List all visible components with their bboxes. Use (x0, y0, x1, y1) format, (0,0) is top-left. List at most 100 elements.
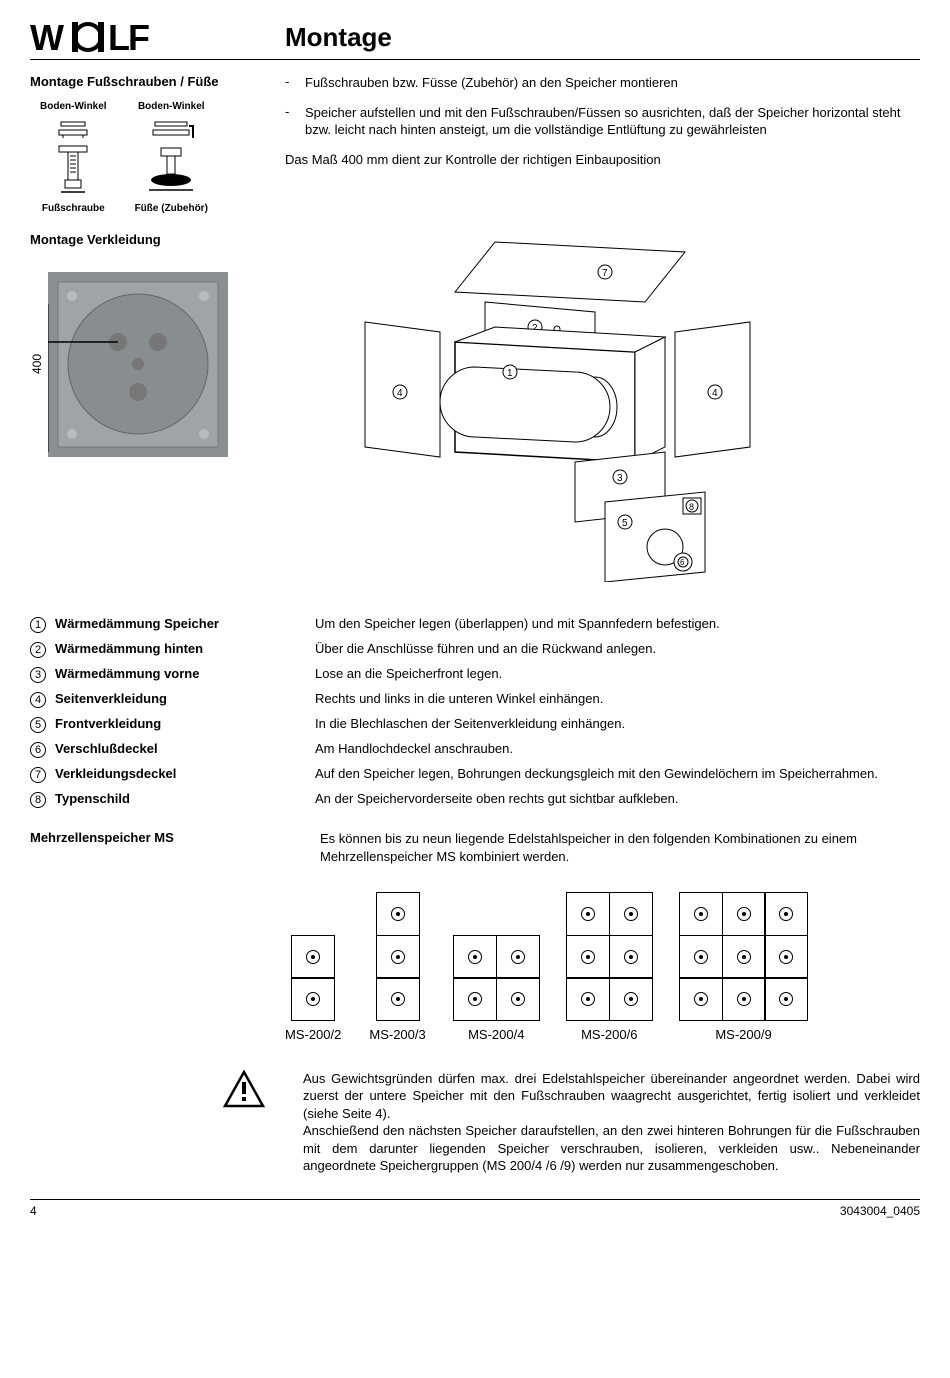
part-num: 1 (30, 615, 55, 633)
ms-unit: MS-200/6 (567, 893, 652, 1042)
warning-icon (30, 1070, 285, 1175)
diagram-fussschraube (53, 144, 93, 199)
part-num: 6 (30, 740, 55, 758)
svg-text:3: 3 (617, 473, 623, 484)
part-row: 4SeitenverkleidungRechts und links in di… (30, 690, 920, 708)
part-name: Verschlußdeckel (55, 740, 315, 758)
ms-cell (722, 892, 766, 936)
part-name: Wärmedämmung Speicher (55, 615, 315, 633)
warning-text: Aus Gewichtsgründen dürfen max. drei Ede… (303, 1070, 920, 1175)
section2-label: Montage Verkleidung (30, 232, 285, 247)
ms-cell (679, 935, 723, 979)
label-fussschraube: Fußschraube (40, 203, 107, 214)
ms-cell (496, 935, 540, 979)
svg-text:4: 4 (712, 388, 718, 399)
part-desc: Über die Anschlüsse führen und an die Rü… (315, 640, 920, 658)
ms-cell (376, 977, 420, 1021)
part-desc: In die Blechlaschen der Seitenverkleidun… (315, 715, 920, 733)
bullet-dash: - (285, 74, 305, 92)
ms-cell (453, 935, 497, 979)
control-note: Das Maß 400 mm dient zur Kontrolle der r… (285, 151, 920, 169)
part-desc: Auf den Speicher legen, Bohrungen deckun… (315, 765, 920, 783)
svg-text:LF: LF (108, 20, 149, 55)
part-num: 8 (30, 790, 55, 808)
foot-diagrams: Boden-Winkel Fußschraube Boden-Wink (40, 101, 285, 214)
ms-caption: MS-200/6 (567, 1027, 652, 1042)
wolf-logo: W LF (30, 20, 190, 55)
part-num: 3 (30, 665, 55, 683)
ms-cell (566, 892, 610, 936)
part-desc: Am Handlochdeckel anschrauben. (315, 740, 920, 758)
ms-cell (764, 977, 808, 1021)
svg-text:W: W (30, 20, 64, 55)
part-row: 6VerschlußdeckelAm Handlochdeckel anschr… (30, 740, 920, 758)
ms-configs: MS-200/2 MS-200/3 MS-200/4 MS-200/6 MS-200/9 (285, 893, 920, 1042)
part-desc: Lose an die Speicherfront legen. (315, 665, 920, 683)
part-name: Frontverkleidung (55, 715, 315, 733)
bullet-1: Fußschrauben bzw. Füsse (Zubehör) an den… (305, 74, 920, 92)
svg-text:6: 6 (680, 558, 685, 567)
label-boden-winkel-1: Boden-Winkel (40, 101, 107, 112)
ms-cell (764, 892, 808, 936)
part-desc: Rechts und links in die unteren Winkel e… (315, 690, 920, 708)
ms-cell (453, 977, 497, 1021)
exploded-view: 7 2 4 4 1 3 5 (285, 232, 920, 585)
ms-cell (679, 892, 723, 936)
part-row: 7VerkleidungsdeckelAuf den Speicher lege… (30, 765, 920, 783)
ms-caption: MS-200/9 (680, 1027, 808, 1042)
ms-unit: MS-200/4 (454, 936, 539, 1042)
part-name: Seitenverkleidung (55, 690, 315, 708)
doc-number: 3043004_0405 (840, 1204, 920, 1218)
part-name: Verkleidungsdeckel (55, 765, 315, 783)
ms-unit: MS-200/2 (285, 936, 341, 1042)
ms-caption: MS-200/4 (454, 1027, 539, 1042)
ms-section: Mehrzellenspeicher MS Es können bis zu n… (30, 830, 920, 865)
ms-cell (566, 935, 610, 979)
ms-unit: MS-200/3 (369, 893, 425, 1042)
ms-cell (609, 935, 653, 979)
svg-text:4: 4 (397, 388, 403, 399)
label-fuesse: Füße (Zubehör) (135, 203, 208, 214)
ms-unit: MS-200/9 (680, 893, 808, 1042)
bullet-2: Speicher aufstellen und mit den Fußschra… (305, 104, 920, 139)
header: W LF Montage (30, 20, 920, 60)
svg-text:8: 8 (689, 502, 694, 512)
diagram-bracket-top (53, 116, 93, 138)
ms-caption: MS-200/2 (285, 1027, 341, 1042)
ms-cell (291, 977, 335, 1021)
part-name: Wärmedämmung hinten (55, 640, 315, 658)
part-row: 3Wärmedämmung vorneLose an die Speicherf… (30, 665, 920, 683)
ms-cell (496, 977, 540, 1021)
ms-cell (376, 892, 420, 936)
page-number: 4 (30, 1204, 37, 1218)
part-num: 2 (30, 640, 55, 658)
ms-cell (609, 977, 653, 1021)
photo-box: 400 (30, 272, 230, 457)
ms-cell (764, 935, 808, 979)
ms-cell (679, 977, 723, 1021)
parts-list: 1Wärmedämmung SpeicherUm den Speicher le… (30, 615, 920, 808)
footer: 4 3043004_0405 (30, 1199, 920, 1218)
label-boden-winkel-2: Boden-Winkel (135, 101, 208, 112)
part-desc: An der Speichervorderseite oben rechts g… (315, 790, 920, 808)
ms-label: Mehrzellenspeicher MS (30, 830, 320, 865)
bullet-dash: - (285, 104, 305, 139)
ms-caption: MS-200/3 (369, 1027, 425, 1042)
ms-cell (376, 935, 420, 979)
section1-label: Montage Fußschrauben / Füße (30, 74, 285, 89)
part-row: 8TypenschildAn der Speichervorderseite o… (30, 790, 920, 808)
warning-row: Aus Gewichtsgründen dürfen max. drei Ede… (30, 1070, 920, 1175)
page-title: Montage (285, 22, 392, 53)
ms-cell (566, 977, 610, 1021)
part-name: Typenschild (55, 790, 315, 808)
svg-text:5: 5 (622, 518, 628, 529)
diagram-fuesse (147, 144, 195, 199)
part-row: 1Wärmedämmung SpeicherUm den Speicher le… (30, 615, 920, 633)
ms-cell (291, 935, 335, 979)
dim-400: 400 (30, 354, 44, 374)
svg-text:1: 1 (507, 368, 513, 379)
part-num: 7 (30, 765, 55, 783)
part-num: 4 (30, 690, 55, 708)
section-cladding: Montage Verkleidung 400 (30, 232, 920, 585)
ms-cell (722, 935, 766, 979)
